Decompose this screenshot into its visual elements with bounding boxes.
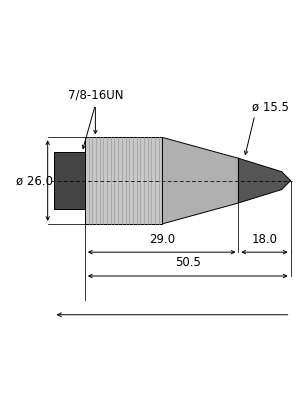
Polygon shape [85,138,162,224]
Text: 50.5: 50.5 [175,256,201,270]
Text: ø 15.5: ø 15.5 [252,100,289,114]
Text: 18.0: 18.0 [251,233,277,246]
Polygon shape [162,138,238,224]
Polygon shape [238,158,291,203]
Text: 7/8-16UN: 7/8-16UN [68,89,123,102]
Text: ø 26.0: ø 26.0 [16,174,54,187]
Text: 29.0: 29.0 [149,233,175,246]
Polygon shape [54,152,85,209]
